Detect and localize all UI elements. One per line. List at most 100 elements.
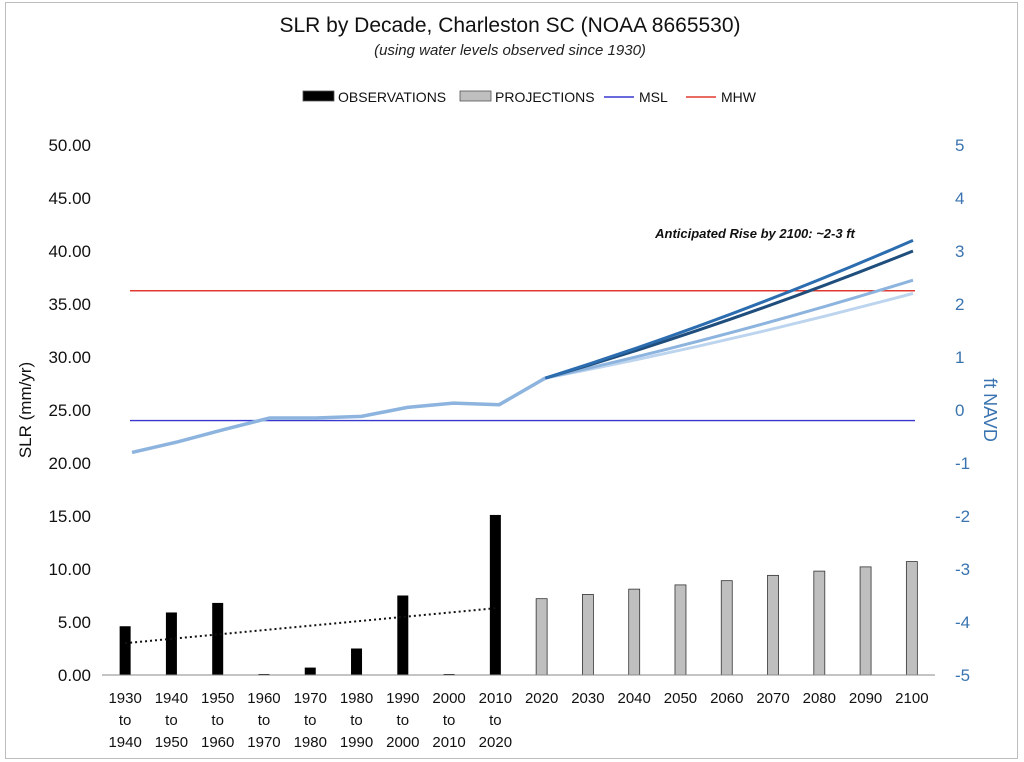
x-tick-line: 2060	[710, 690, 743, 707]
x-tick-line: to	[489, 712, 502, 729]
x-tick-line: 1960	[201, 734, 234, 751]
y2-tick-label: -1	[955, 454, 970, 473]
x-tick-label: 2020	[525, 690, 558, 707]
legend: OBSERVATIONS PROJECTIONS MSL MHW	[302, 89, 757, 105]
x-tick-line: 1940	[108, 734, 141, 751]
x-tick-line: 2040	[618, 690, 651, 707]
y-axis-left: 0.00 5.00 10.00 15.00 20.00 25.00 30.00 35.00 40…	[48, 136, 91, 685]
x-tick-line: 1990	[340, 734, 373, 751]
x-tick-label: 2040	[618, 690, 651, 707]
y2-tick-label: 4	[955, 189, 964, 208]
y-axis-title: SLR (mm/yr)	[16, 362, 35, 458]
observation-bar	[489, 514, 501, 675]
x-tick-line: 2000	[386, 734, 419, 751]
legend-label: MHW	[721, 89, 757, 105]
x-tick-label: 2080	[803, 690, 836, 707]
x-tick-line: 2020	[525, 690, 558, 707]
x-tick-line: 2000	[432, 690, 465, 707]
y-tick-label: 20.00	[48, 454, 91, 473]
x-tick-line: 2050	[664, 690, 697, 707]
projection-bar	[720, 580, 733, 676]
x-tick-line: 1980	[340, 690, 373, 707]
x-tick-line: 1990	[386, 690, 419, 707]
y-tick-label: 0.00	[58, 666, 91, 685]
x-tick-line: 2100	[895, 690, 928, 707]
observed-water-level-line	[131, 376, 546, 455]
observation-bar	[397, 595, 409, 675]
projection-bar	[767, 574, 779, 676]
bars	[119, 514, 918, 676]
y2-tick-label: 1	[955, 348, 964, 367]
legend-swatch	[302, 90, 335, 102]
x-tick-label: 2050	[664, 690, 697, 707]
x-tick-label: 2060	[710, 690, 743, 707]
x-tick-line: to	[165, 712, 178, 729]
x-tick-line: to	[397, 712, 410, 729]
projection-bar	[674, 584, 687, 676]
x-tick-label: 1980 to 1990	[340, 690, 373, 751]
y2-tick-label: -3	[955, 560, 970, 579]
y-tick-label: 30.00	[48, 348, 91, 367]
x-tick-label: 1960 to 1970	[247, 690, 280, 751]
x-tick-line: 1950	[155, 734, 188, 751]
projection-bar	[582, 594, 594, 676]
x-tick-line: 1980	[294, 734, 327, 751]
x-tick-label: 2010 to 2020	[479, 690, 512, 751]
y2-tick-label: -4	[955, 613, 970, 632]
x-tick-line: 2070	[756, 690, 789, 707]
x-tick-line: to	[258, 712, 271, 729]
chart-title: SLR by Decade, Charleston SC (NOAA 86655…	[279, 14, 740, 37]
x-tick-label: 2070	[756, 690, 789, 707]
y-tick-label: 10.00	[48, 560, 91, 579]
observation-bar	[119, 626, 131, 675]
observation-bar	[304, 667, 316, 675]
legend-label: OBSERVATIONS	[338, 89, 446, 105]
y-tick-label: 25.00	[48, 401, 91, 420]
projection-bar	[628, 588, 641, 676]
x-tick-label: 1950 to 1960	[201, 690, 234, 751]
projection-bar	[535, 598, 548, 676]
annotation: Anticipated Rise by 2100: ~2-3 ft	[654, 226, 855, 241]
legend-swatch	[459, 90, 492, 102]
x-tick-label: 2030	[571, 690, 604, 707]
legend-label: PROJECTIONS	[495, 89, 595, 105]
chart-frame	[5, 2, 1018, 759]
x-tick-label: 2100	[895, 690, 928, 707]
y2-tick-label: 2	[955, 295, 964, 314]
x-tick-line: to	[350, 712, 363, 729]
y-tick-label: 40.00	[48, 242, 91, 261]
x-tick-line: to	[119, 712, 132, 729]
x-tick-line: 1940	[155, 690, 188, 707]
y2-tick-label: 3	[955, 242, 964, 261]
chart-subtitle: (using water levels observed since 1930)	[374, 42, 646, 59]
projection-line	[544, 239, 914, 380]
x-tick-label: 2090	[849, 690, 882, 707]
trend-line	[125, 607, 496, 645]
x-tick-line: 2010	[432, 734, 465, 751]
y-tick-label: 15.00	[48, 507, 91, 526]
observation-bar	[212, 602, 224, 675]
x-tick-label: 1970 to 1980	[294, 690, 327, 751]
y-tick-label: 35.00	[48, 295, 91, 314]
projection-bar	[859, 566, 872, 676]
x-tick-line: 1930	[108, 690, 141, 707]
observation-bar	[351, 648, 363, 675]
water-level-lines	[130, 239, 915, 455]
y2-tick-label: 5	[955, 136, 964, 155]
projection-line	[544, 278, 914, 380]
y2-tick-label: -2	[955, 507, 970, 526]
y-axis-right: -5 -4 -3 -2 -1 0 1 2 3 4 5	[955, 136, 970, 685]
x-tick-line: to	[211, 712, 224, 729]
legend-label: MSL	[639, 89, 668, 105]
y-tick-label: 45.00	[48, 189, 91, 208]
x-tick-label: 1990 to 2000	[386, 690, 419, 751]
x-tick-line: 1960	[247, 690, 280, 707]
x-tick-line: 2020	[479, 734, 512, 751]
x-tick-line: to	[304, 712, 317, 729]
x-tick-line: 1970	[247, 734, 280, 751]
x-tick-line: to	[443, 712, 456, 729]
x-tick-line: 2030	[571, 690, 604, 707]
x-tick-line: 2090	[849, 690, 882, 707]
y-tick-label: 50.00	[48, 136, 91, 155]
